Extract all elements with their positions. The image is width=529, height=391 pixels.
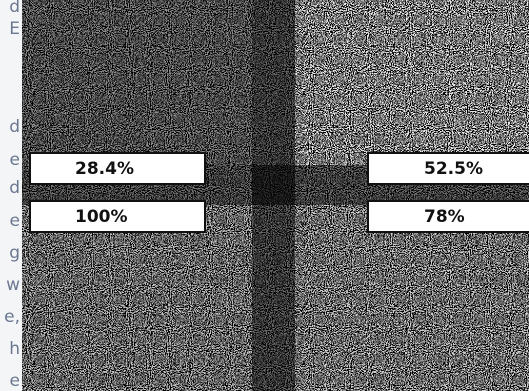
label-text: 100% (75, 207, 128, 227)
side-word: e (10, 211, 20, 231)
region-top-right (295, 0, 529, 165)
side-word: h (9, 339, 20, 359)
side-word: w (6, 275, 20, 295)
side-word: d (9, 178, 20, 198)
label-text: 28.4% (75, 159, 134, 179)
side-word: d (9, 0, 20, 17)
side-word: e (10, 371, 20, 391)
region-top-left (22, 0, 252, 165)
side-word: e, (4, 307, 20, 327)
side-word: E (9, 19, 20, 39)
label-text: 52.5% (424, 159, 483, 179)
side-word: d (9, 117, 20, 137)
side-word: e (10, 150, 20, 170)
figure: dEdedegwe,he 28.4%100%52.5%78% (0, 0, 529, 391)
noise-image (22, 0, 529, 391)
side-word: g (9, 243, 20, 263)
label-text: 78% (424, 207, 465, 227)
